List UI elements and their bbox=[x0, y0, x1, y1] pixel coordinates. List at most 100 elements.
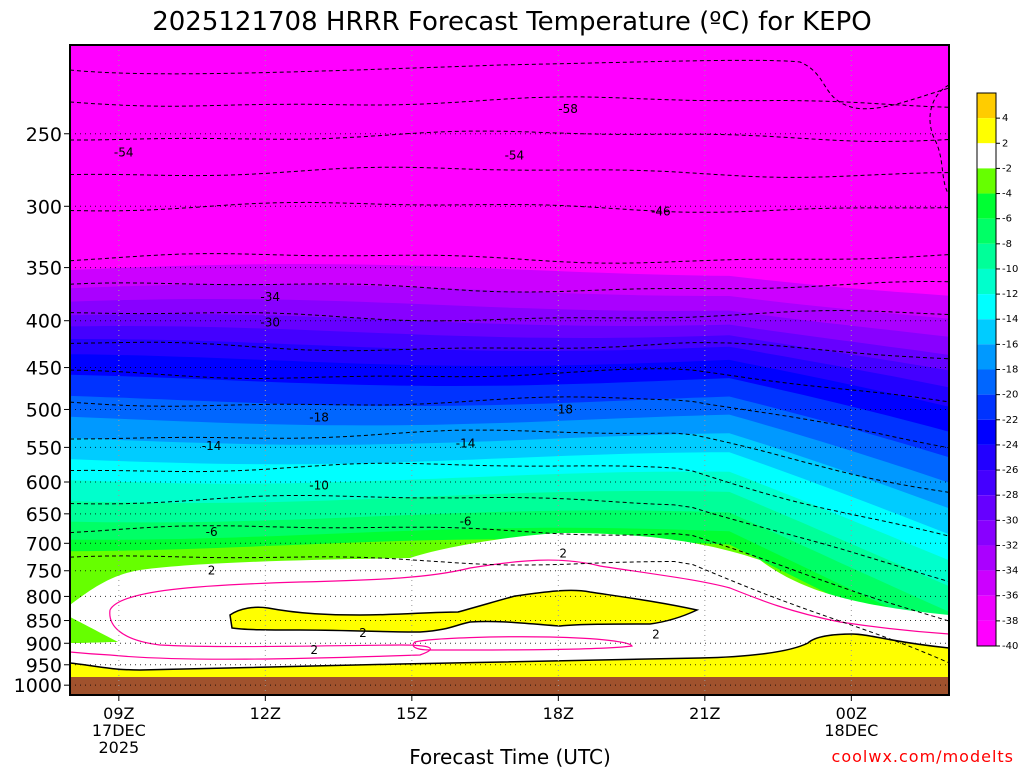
contour-label: -14 bbox=[202, 439, 222, 453]
colorbar-tick-label: -24 bbox=[1002, 440, 1018, 451]
zero-degree-contour-pocket bbox=[412, 636, 633, 651]
colorbar-swatch bbox=[977, 444, 996, 471]
y-tick-label: 950 bbox=[26, 655, 62, 677]
warm-layer-upper-yellow bbox=[229, 589, 700, 633]
y-tick-label: 500 bbox=[26, 399, 62, 421]
colorbar-tick-label: -30 bbox=[1002, 515, 1018, 526]
colorbar-swatch bbox=[977, 93, 996, 119]
pressure-axis: 2503003504004505005506006507007508008509… bbox=[14, 124, 70, 697]
colorbar-swatch bbox=[977, 369, 996, 395]
y-tick-label: 550 bbox=[26, 437, 62, 459]
contour-line bbox=[70, 495, 949, 583]
colorbar-swatch bbox=[977, 495, 996, 521]
x-tick-label: 09Z bbox=[103, 704, 134, 723]
y-tick-label: 300 bbox=[26, 196, 62, 218]
colorbar-swatch bbox=[977, 595, 996, 621]
x-tick-label: 15Z bbox=[396, 704, 427, 723]
right-dashed-contour bbox=[929, 84, 949, 196]
colorbar-swatch bbox=[977, 268, 996, 295]
colorbar-swatch bbox=[977, 168, 996, 194]
y-tick-label: 350 bbox=[26, 258, 62, 280]
y-tick-label: 1000 bbox=[14, 675, 62, 697]
colorbar-tick-label: -40 bbox=[1002, 641, 1018, 652]
zero-degree-contour-upper bbox=[109, 559, 949, 635]
colorbar-swatch bbox=[977, 545, 996, 571]
cold-pocket-green bbox=[70, 617, 118, 643]
colorbar-swatch bbox=[977, 319, 996, 345]
colorbar-tick-label: -14 bbox=[1002, 314, 1018, 325]
y-tick-label: 900 bbox=[26, 633, 62, 655]
contour-label: -54 bbox=[505, 148, 525, 162]
contour-label: -34 bbox=[260, 290, 280, 304]
colorbar-tick-label: -6 bbox=[1002, 214, 1012, 225]
y-tick-label: 800 bbox=[26, 586, 62, 608]
x-tick-year: 2025 bbox=[98, 738, 139, 757]
contour-line bbox=[70, 462, 949, 537]
dotted-grid bbox=[70, 45, 949, 695]
contour-label: -54 bbox=[114, 145, 134, 159]
dashed-contour-lines bbox=[70, 96, 949, 664]
colorbar-tick-label: -20 bbox=[1002, 390, 1018, 401]
colorbar-tick-label: -38 bbox=[1002, 616, 1018, 627]
x-tick-date: 17DEC bbox=[92, 721, 146, 740]
colorbar-tick-label: -36 bbox=[1002, 591, 1018, 602]
colorbar-tick-label: -4 bbox=[1002, 189, 1012, 200]
colorbar-tick-label: -28 bbox=[1002, 490, 1018, 501]
colorbar-swatch bbox=[977, 118, 996, 144]
colorbar-tick-label: -22 bbox=[1002, 415, 1018, 426]
contour-label: -30 bbox=[260, 316, 280, 330]
colorbar-tick-label: -2 bbox=[1002, 163, 1012, 174]
colorbar-swatch bbox=[977, 218, 996, 244]
colorbar-swatch bbox=[977, 419, 996, 445]
colorbar-tick-label: -10 bbox=[1002, 264, 1018, 275]
colorbar-swatch bbox=[977, 193, 996, 219]
contour-label: -14 bbox=[456, 437, 476, 451]
y-tick-label: 700 bbox=[26, 533, 62, 555]
y-tick-label: 450 bbox=[26, 358, 62, 380]
colorbar-tick-label: -34 bbox=[1002, 566, 1018, 577]
x-tick-date: 18DEC bbox=[824, 721, 878, 740]
colorbar-tick-label: -18 bbox=[1002, 365, 1018, 376]
contour-label: -46 bbox=[651, 205, 671, 219]
y-tick-label: 600 bbox=[26, 472, 62, 494]
y-tick-label: 650 bbox=[26, 504, 62, 526]
zero-degree-contour-lower bbox=[70, 609, 431, 660]
contour-label: 2 bbox=[208, 564, 216, 578]
colorbar: 4 2 -2 -4 -6 -8 -10 -12 -14 -16 -18 -20 -22 -24 -26 -28… bbox=[976, 92, 1018, 652]
colorbar-swatch bbox=[977, 243, 996, 269]
y-tick-label: 850 bbox=[26, 611, 62, 633]
contour-label: -58 bbox=[558, 102, 578, 116]
colorbar-tick-label: 4 bbox=[1002, 113, 1008, 124]
contour-label: -18 bbox=[309, 410, 329, 424]
colorbar-swatch bbox=[977, 620, 996, 646]
colorbar-swatch bbox=[977, 344, 996, 370]
y-tick-label: 750 bbox=[26, 561, 62, 583]
contour-label: 2 bbox=[310, 643, 318, 657]
x-tick-label: 00Z bbox=[836, 704, 867, 723]
contour-label: -6 bbox=[206, 525, 218, 539]
contour-label: 2 bbox=[652, 627, 660, 641]
contour-label: 2 bbox=[559, 546, 567, 560]
contour-line bbox=[70, 429, 949, 493]
contour-labels: -58 -54 -54 -46 -34 -30 -18 -18 -14 -14 -10 -6 -6 2 2 2… bbox=[114, 102, 671, 657]
ground-surface bbox=[70, 677, 949, 695]
colorbar-tick-label: -32 bbox=[1002, 540, 1018, 551]
colorbar-swatch bbox=[977, 520, 996, 546]
y-tick-label: 400 bbox=[26, 311, 62, 333]
x-axis-label: Forecast Time (UTC) bbox=[409, 745, 611, 768]
colorbar-tick-label: 2 bbox=[1002, 138, 1008, 149]
colorbar-swatch bbox=[977, 294, 996, 320]
plot-frame bbox=[69, 44, 950, 696]
colorbar-swatch bbox=[977, 394, 996, 420]
colorbar-tick-label: -16 bbox=[1002, 339, 1018, 350]
colorbar-tick-label: -26 bbox=[1002, 465, 1018, 476]
colorbar-swatch bbox=[977, 570, 996, 596]
top-dashed-contour bbox=[70, 59, 949, 110]
x-tick-label: 12Z bbox=[250, 704, 281, 723]
colorbar-swatch bbox=[977, 470, 996, 496]
contour-label: -18 bbox=[553, 402, 573, 416]
y-tick-label: 250 bbox=[26, 124, 62, 146]
